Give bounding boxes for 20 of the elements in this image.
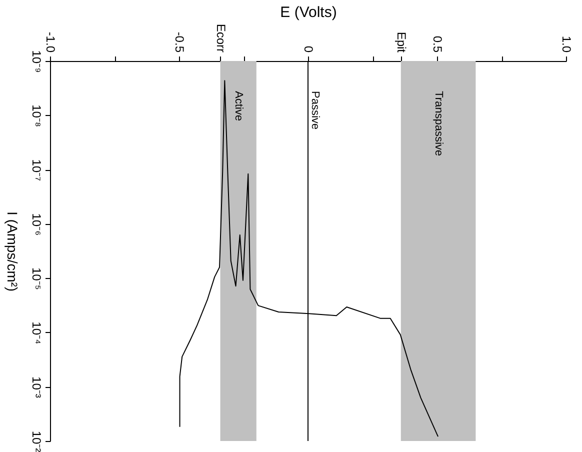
x-tick-label: Epit: [394, 32, 408, 54]
y-tick-label: 10⁻⁶: [30, 213, 44, 236]
x-tick-label: Ecorr: [214, 24, 228, 52]
y-tick-label: 10⁻⁸: [30, 104, 44, 127]
x-tick-label: 1.0: [560, 36, 574, 53]
x-tick-label: -0.5: [172, 32, 186, 53]
x-axis-title: E (Volts): [280, 4, 337, 21]
y-tick-label: 10⁻⁵: [30, 267, 44, 290]
x-tick-label: 0: [302, 46, 316, 53]
x-tick-label: -1.0: [44, 32, 58, 53]
band-label: Transpassive: [432, 91, 444, 156]
y-tick-label: 10⁻³: [30, 376, 44, 398]
ref-line-label: Passive: [309, 91, 321, 130]
y-tick-label: 10⁻⁴: [30, 322, 44, 344]
y-axis-title: I (Amps/cm²): [4, 211, 20, 292]
y-tick-label: 10⁻⁹: [30, 50, 44, 73]
band-label: Active: [232, 91, 244, 121]
y-tick-label: 10⁻²: [30, 430, 44, 452]
y-tick-label: 10⁻⁷: [30, 159, 44, 181]
x-tick-label: 0.5: [430, 36, 444, 53]
